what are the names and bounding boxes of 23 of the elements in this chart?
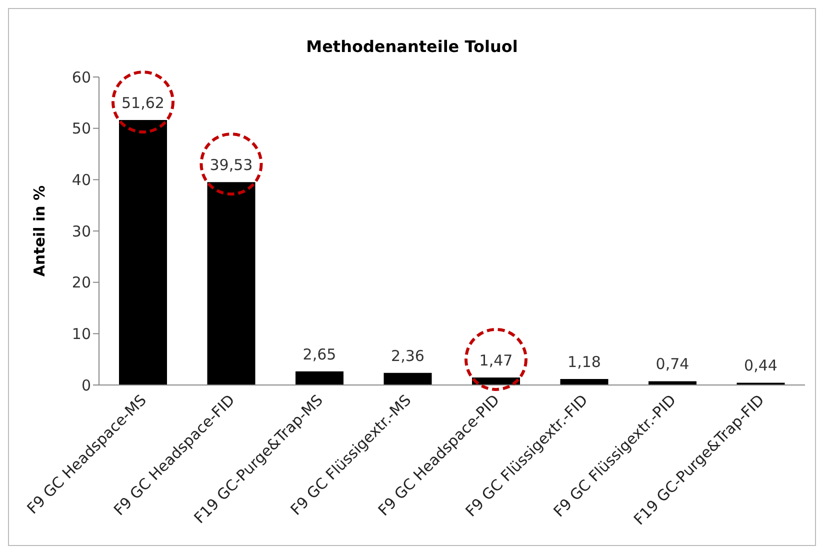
data-label: 2,65: [302, 345, 336, 364]
y-tick-label: 60: [72, 68, 91, 86]
data-label: 0,44: [744, 356, 778, 375]
chart-title: Methodenanteile Toluol: [305, 37, 519, 56]
y-tick-label: 20: [72, 274, 91, 292]
bar: [560, 378, 608, 385]
data-label: 2,36: [391, 346, 424, 365]
data-label: 51,62: [122, 94, 164, 112]
y-tick-label: 10: [72, 324, 91, 343]
y-tick-label: 50: [72, 120, 91, 138]
y-tick-label: 40: [72, 170, 91, 189]
bar: [296, 371, 344, 385]
bar: [648, 381, 696, 385]
data-label: 39,53: [210, 156, 253, 174]
data-label: 1,47: [479, 351, 513, 370]
bar: [119, 120, 167, 385]
y-axis-title: Anteil in %: [30, 185, 48, 277]
y-tick-label: 30: [72, 222, 91, 240]
y-tick-label: 0: [81, 376, 91, 394]
data-label: 1,18: [568, 352, 601, 371]
bar: [384, 372, 432, 385]
data-label: 0,74: [656, 355, 690, 374]
bar: [207, 182, 256, 385]
